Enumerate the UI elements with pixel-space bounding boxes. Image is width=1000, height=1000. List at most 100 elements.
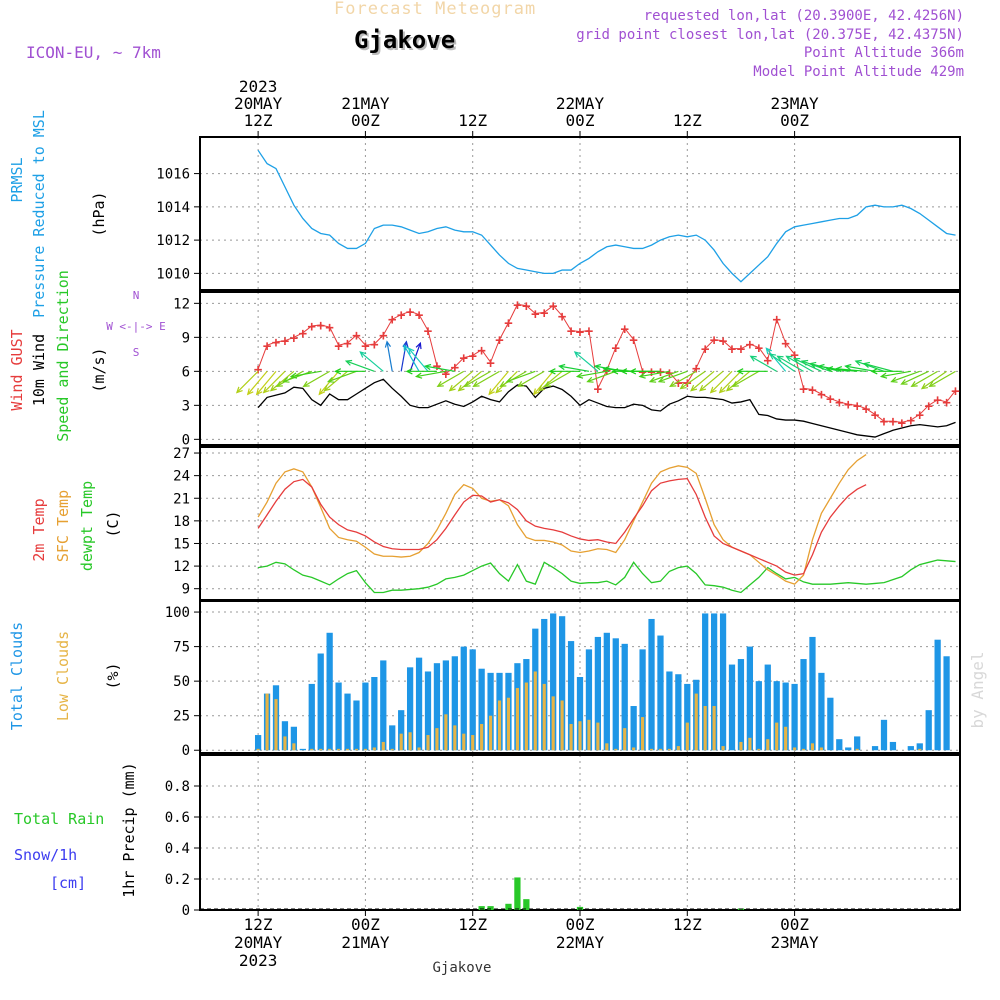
dewpt-line: [258, 559, 956, 594]
total-cloud-bar: [281, 721, 289, 751]
gust-marker: +: [379, 328, 387, 344]
total-cloud-bar: [702, 613, 709, 751]
model-label: ICON-EU, ~ 7km: [26, 43, 161, 62]
low-cloud-bar: [748, 737, 752, 751]
total-cloud-bar: [639, 649, 646, 751]
gust-marker: +: [424, 324, 432, 340]
gust-marker: +: [764, 353, 772, 369]
gust-marker: +: [620, 321, 628, 337]
compass-west-east: W <-|-> E: [106, 320, 166, 333]
total-cloud-bar: [335, 682, 342, 751]
wind-arrow-head: [403, 344, 410, 352]
total-cloud-bar: [406, 667, 414, 751]
wind-arrow-head: [436, 381, 444, 388]
bottom-time-label: 00Z: [780, 915, 809, 934]
precipitation-ytick-label: 0.6: [165, 810, 190, 826]
wind-arrow: [247, 370, 268, 395]
wind-ylabel: (m/s): [90, 347, 108, 392]
low-cloud-bar: [551, 696, 555, 751]
gust-marker: +: [334, 338, 342, 354]
wind-arrow-head: [448, 384, 456, 392]
wind-arrow: [263, 370, 286, 393]
gust-marker: +: [460, 351, 468, 367]
temperature-ytick-label: 9: [182, 582, 190, 598]
low-cloud-bar: [256, 748, 260, 751]
clouds-ytick-label: 100: [165, 605, 190, 621]
total-cloud-bar: [326, 632, 333, 751]
low-cloud-bar: [381, 741, 385, 751]
gust-marker: +: [880, 414, 888, 430]
wind-arrow-head: [575, 372, 584, 379]
gust-marker: +: [290, 330, 298, 346]
gust-marker: +: [871, 407, 879, 423]
gust-marker: +: [406, 304, 414, 320]
wind-arrow-head: [323, 384, 331, 392]
wind-arrow: [710, 370, 733, 393]
gust-marker: +: [951, 384, 959, 400]
low-cloud-bar: [855, 748, 859, 751]
wind-arrow-head: [725, 384, 733, 392]
gust-marker: +: [299, 326, 307, 342]
wind-arrow: [256, 370, 277, 395]
total-clouds-label: Total Clouds: [8, 622, 26, 730]
low-cloud-bar: [819, 747, 823, 751]
gust-marker: +: [352, 328, 360, 344]
wind-arrow: [836, 368, 867, 372]
wind-arrow: [425, 365, 455, 372]
wind-arrow: [544, 370, 572, 387]
total-cloud-bar: [308, 683, 315, 751]
gust-marker: +: [737, 342, 745, 358]
total-cloud-bar: [916, 743, 923, 751]
gust-marker: +: [361, 338, 369, 354]
wind-arrow-head: [765, 347, 773, 355]
wind-arrow-head: [533, 388, 540, 396]
wind-arrow-head: [488, 388, 495, 396]
temperature-ytick-label: 24: [173, 469, 190, 485]
low-cloud-bar: [283, 736, 287, 751]
top-time-label: 21MAY: [341, 94, 390, 113]
total-cloud-bar: [558, 616, 566, 751]
low-cloud-bar: [739, 741, 743, 751]
wind-arrow-head: [629, 368, 637, 375]
temperature-ytick-label: 18: [173, 514, 190, 530]
total-cloud-bar: [344, 693, 351, 751]
gust-marker: +: [576, 325, 584, 341]
low-cloud-bar: [649, 748, 654, 751]
low-cloud-bar: [533, 671, 537, 751]
top-time-label: 12Z: [458, 111, 487, 130]
low-cloud-bar: [712, 706, 716, 751]
wind-arrow-head: [548, 368, 556, 375]
total-cloud-bar: [782, 682, 789, 751]
gust-marker: +: [522, 299, 530, 315]
gust-marker: +: [316, 318, 324, 334]
gust-marker: +: [692, 361, 700, 377]
wind-arrow-head: [910, 381, 918, 388]
top-time-label: 00Z: [566, 111, 595, 130]
wind-arrow: [669, 370, 697, 387]
gust-marker: +: [790, 347, 798, 363]
total-cloud-bar: [818, 672, 825, 751]
wind-arrow-head: [731, 381, 739, 388]
wind-arrow-head: [405, 368, 413, 375]
model-altitude: Model Point Altitude 429m: [753, 64, 964, 80]
gust-marker: +: [853, 398, 861, 414]
low-cloud-bar: [757, 748, 761, 751]
low-cloud-bar: [408, 732, 412, 751]
wind-arrow: [359, 351, 384, 372]
low-cloud-bar: [497, 700, 502, 751]
wind-arrow-head: [709, 386, 717, 394]
wind-arrow: [386, 341, 393, 372]
temp-2m-line: [257, 477, 867, 576]
total-cloud-bar: [290, 726, 298, 751]
wind-arrow: [506, 370, 536, 383]
precipitation-ytick-label: 0.8: [165, 779, 190, 795]
clouds-ytick-label: 25: [173, 709, 190, 725]
wind-arrow: [303, 370, 330, 387]
top-time-label: 23MAY: [771, 94, 820, 113]
wind-arrow-head: [344, 359, 353, 366]
total-cloud-bar: [353, 700, 360, 751]
total-cloud-bar: [943, 656, 950, 751]
top-time-label: 2023: [239, 77, 278, 96]
total-cloud-bar: [934, 639, 941, 751]
